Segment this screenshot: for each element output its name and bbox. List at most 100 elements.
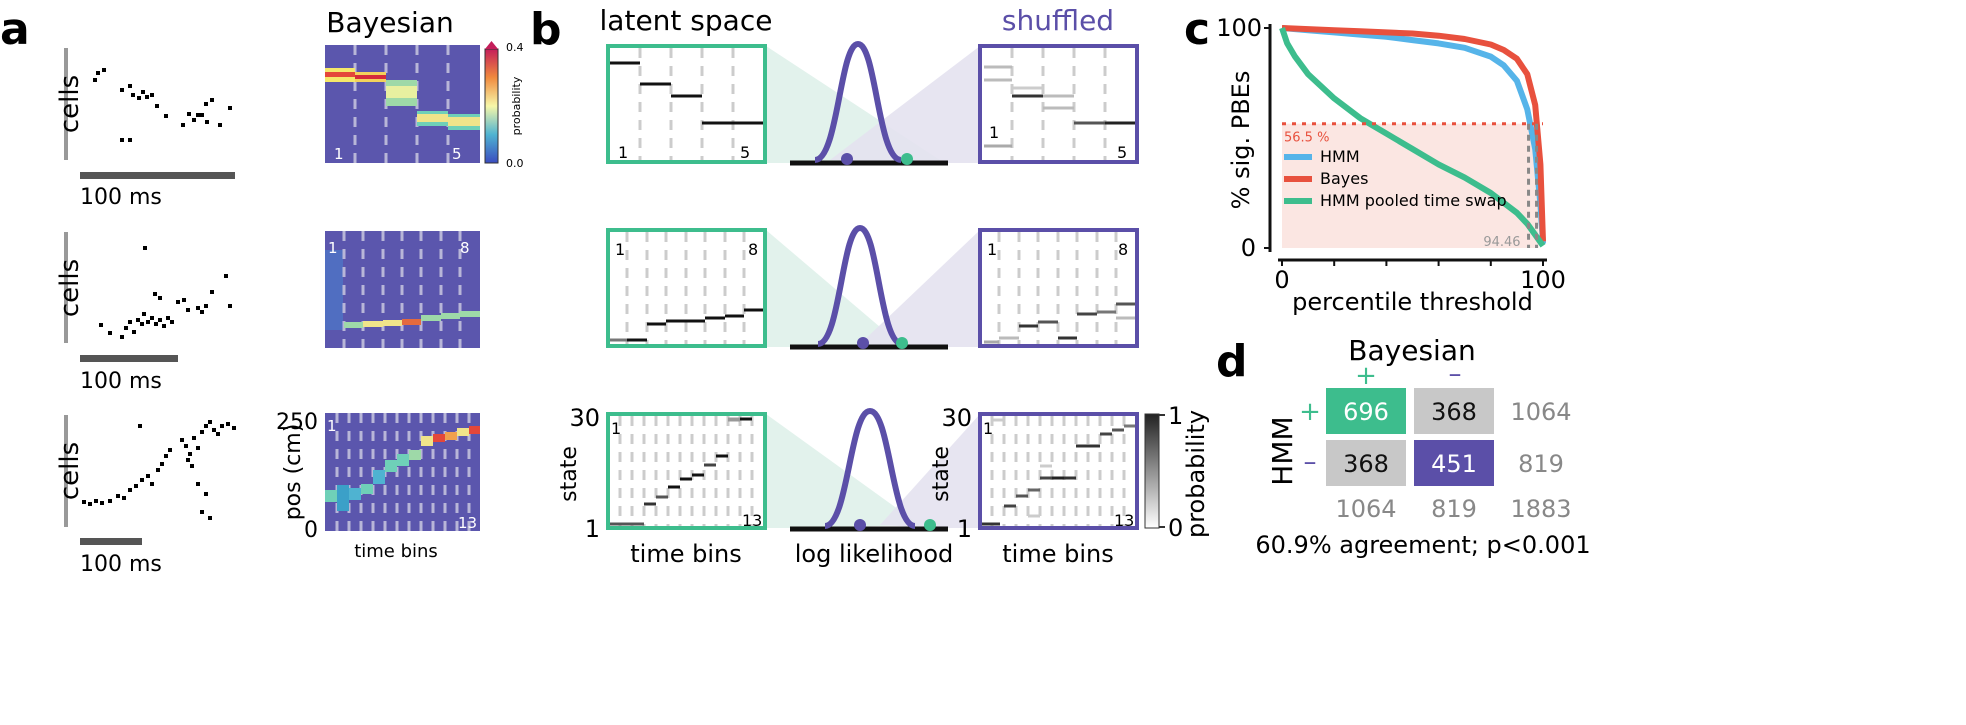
- spike-raster: [82, 420, 236, 520]
- percentile-chart: HMM Bayes HMM pooled time swap % sig. PBEs…: [1216, 14, 1566, 316]
- legend-label: HMM pooled time swap: [1320, 191, 1507, 210]
- grand-total: 1883: [1510, 495, 1571, 523]
- raster-ylabel: cells: [55, 259, 85, 317]
- legend-label: Bayes: [1320, 169, 1368, 188]
- panel-letter-b: b: [530, 4, 562, 55]
- colorbar-tick-min: 0: [1168, 514, 1183, 542]
- latent-start-label: 1: [611, 419, 621, 438]
- chart-ytick-max: 100: [1216, 14, 1262, 42]
- col-title: Bayesian: [1348, 334, 1475, 367]
- likelihood-curve-1: [790, 40, 948, 166]
- row-sign-neg: –: [1304, 447, 1317, 477]
- cell-value: 368: [1343, 450, 1389, 478]
- bayes-colorbar: 0.4 0.0 probability: [484, 41, 524, 170]
- legend-label: HMM: [1320, 147, 1360, 166]
- panel-letter-a: a: [0, 4, 30, 55]
- likelihood-curve-2: [790, 224, 948, 350]
- colorbar-tick-min: 0.0: [506, 157, 524, 170]
- shuffled-ytick-max: 30: [941, 404, 972, 432]
- col-sign-neg: –: [1449, 359, 1462, 389]
- state-ylabel: state: [557, 446, 582, 502]
- latent-end-label: 13: [742, 511, 762, 530]
- chart-xtick-min: 0: [1274, 266, 1289, 294]
- latent-start-label: 1: [618, 143, 628, 162]
- spike-raster: [99, 246, 232, 339]
- latent-title: latent space: [600, 4, 773, 37]
- raster-ylabel: cells: [55, 442, 85, 500]
- latent-start-label: 1: [615, 240, 625, 259]
- state-ytick-max: 30: [569, 404, 600, 432]
- latent-xlabel: time bins: [630, 540, 741, 568]
- row-total: 819: [1518, 450, 1564, 478]
- colorbar-tick-max: 0.4: [506, 41, 524, 54]
- time-bins-label: time bins: [354, 541, 438, 562]
- heatmap-start-label: 1: [327, 417, 337, 435]
- raster-row-1: cells 100 ms: [55, 48, 235, 210]
- cell-pos-pos: [1326, 388, 1406, 434]
- agreement-caption: 60.9% agreement; p<0.001: [1255, 531, 1590, 559]
- raster-ylabel: cells: [55, 75, 85, 133]
- shuffled-xlabel: time bins: [1002, 540, 1113, 568]
- cell-neg-pos: [1326, 440, 1406, 486]
- row-total: 1064: [1510, 398, 1571, 426]
- shuffled-start-label: 1: [987, 240, 997, 259]
- likelihood-curve-3: [790, 407, 948, 532]
- pos-ylabel: pos (cm): [281, 424, 306, 521]
- shuffled-end-label: 8: [1118, 240, 1128, 259]
- log-likelihood-label: log likelihood: [795, 540, 954, 568]
- likelihood-distributions: log likelihood: [790, 40, 954, 568]
- cell-value: 696: [1343, 398, 1389, 426]
- shuffled-start-label: 1: [983, 419, 993, 438]
- scale-bar-label: 100 ms: [80, 552, 162, 577]
- latent-colorbar: 1 0 probability: [1144, 402, 1210, 542]
- shuffled-ylabel: state: [929, 446, 954, 502]
- chart-ylabel: % sig. PBEs: [1227, 71, 1255, 210]
- bayes-heatmap-1: 1 5: [325, 45, 480, 163]
- row-sign-pos: +: [1299, 397, 1321, 427]
- col-sign-pos: +: [1355, 361, 1377, 391]
- heatmap-end-label: 8: [460, 239, 470, 257]
- raster-row-3: cells 100 ms: [55, 415, 236, 577]
- shuffled-end-label: 5: [1117, 143, 1127, 162]
- state-ytick-min: 1: [585, 515, 600, 543]
- scale-bar: [80, 172, 235, 179]
- colorbar-label: probability: [510, 76, 523, 135]
- colorbar-tick-max: 1: [1168, 402, 1183, 430]
- chart-xlabel: percentile threshold: [1292, 288, 1533, 316]
- col-total: 1064: [1335, 495, 1396, 523]
- heatmap-start-label: 1: [334, 145, 344, 163]
- cell-neg-neg: [1414, 440, 1494, 486]
- heatmap-start-label: 1: [328, 239, 338, 257]
- panel-a-title: Bayesian: [326, 6, 453, 39]
- heatmap-end-label: 13: [458, 514, 477, 532]
- shuffled-end-label: 13: [1114, 511, 1134, 530]
- bayes-heatmap-2: 1 8: [325, 231, 480, 348]
- latent-end-label: 8: [748, 240, 758, 259]
- scale-bar: [80, 538, 142, 545]
- threshold-x-annotation: 94.46: [1483, 235, 1520, 250]
- scale-bar: [80, 355, 178, 362]
- pos-ytick-min: 0: [304, 518, 318, 543]
- shuffled-title: shuffled: [1002, 4, 1114, 37]
- series-line: [1281, 25, 1546, 242]
- chart-ytick-min: 0: [1241, 234, 1256, 262]
- latent-end-label: 5: [740, 143, 750, 162]
- shuffled-ytick-min: 1: [957, 515, 972, 543]
- chart-xtick-max: 100: [1520, 266, 1566, 294]
- bayes-heatmap-3: 1 13 250 0 pos (cm) time bins: [276, 410, 480, 562]
- cell-pos-neg: [1414, 388, 1494, 434]
- threshold-y-annotation: 56.5 %: [1284, 131, 1329, 146]
- scale-bar-label: 100 ms: [80, 185, 162, 210]
- latent-row-2: 1 8 1 8: [606, 228, 1139, 348]
- cell-value: 368: [1431, 398, 1477, 426]
- series-line: [1279, 27, 1546, 248]
- panel-letter-d: d: [1216, 336, 1248, 387]
- pos-ytick-max: 250: [276, 410, 318, 435]
- cell-value: 451: [1431, 450, 1477, 478]
- raster-row-2: cells 100 ms: [55, 232, 232, 394]
- heatmap-end-label: 5: [452, 145, 462, 163]
- panel-letter-c: c: [1184, 4, 1210, 55]
- agreement-table: d Bayesian + – HMM + – 696 368 368 451 1…: [1216, 334, 1591, 559]
- latent-row-1: 1 5 1 5: [606, 44, 1139, 164]
